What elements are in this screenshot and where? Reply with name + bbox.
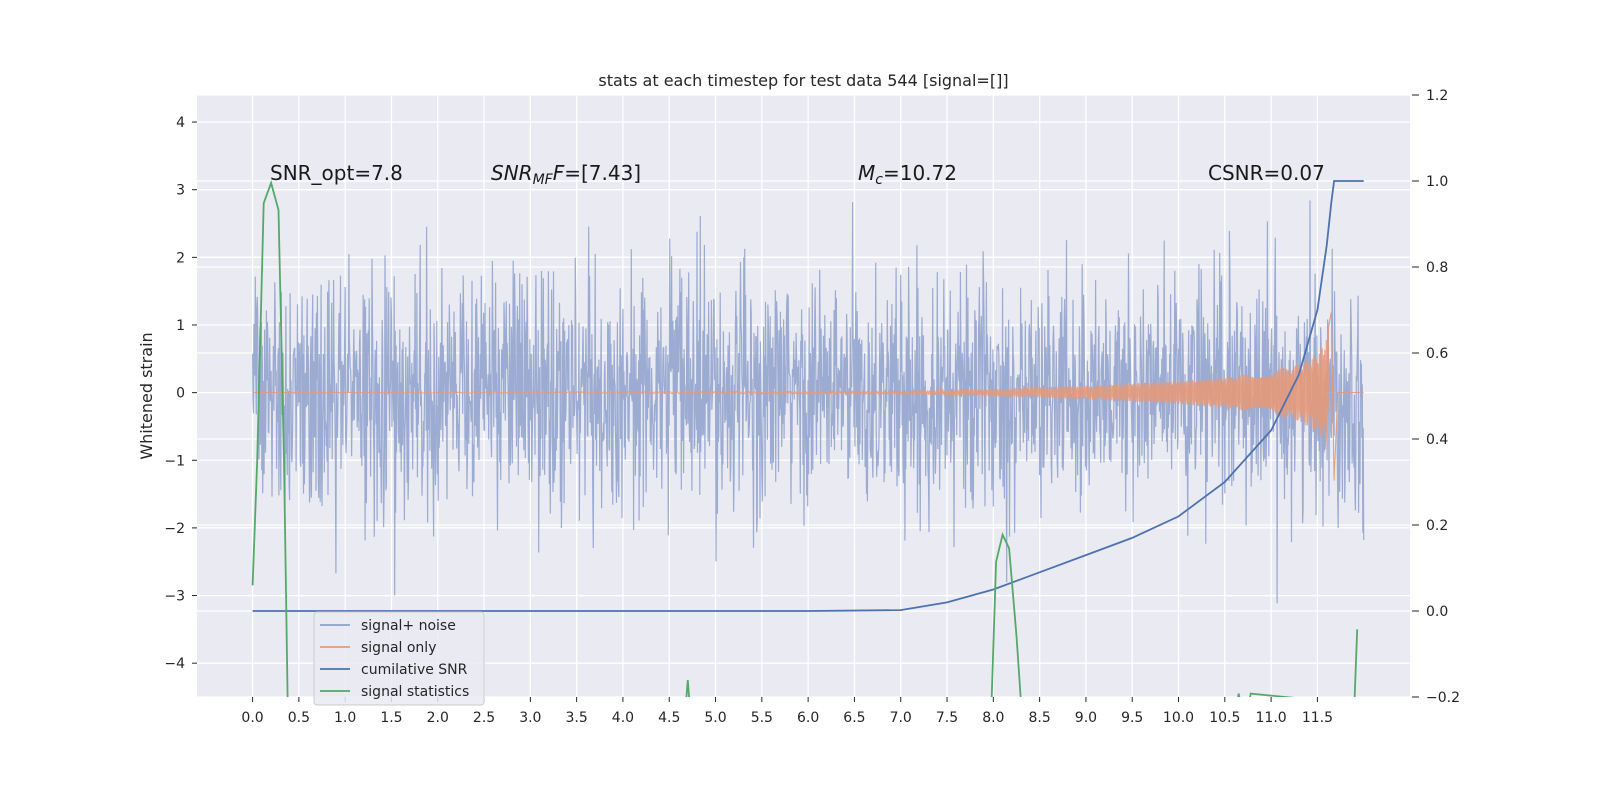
y-tick-label: 4 bbox=[176, 115, 185, 131]
x-tick-label: 3.0 bbox=[519, 710, 541, 726]
annotation-snr-mf-suffix: =[7.43] bbox=[564, 161, 641, 185]
y-tick-label: −1 bbox=[164, 453, 185, 469]
y-tick-label: 1 bbox=[176, 318, 185, 334]
series-layer bbox=[251, 179, 1365, 697]
annotation-mc-prefix: M bbox=[858, 161, 875, 185]
x-tick-label: 1.5 bbox=[380, 710, 402, 726]
y2-tick-label: 1.0 bbox=[1426, 174, 1448, 190]
x-tick-label: 3.5 bbox=[566, 710, 588, 726]
x-tick-label: 8.0 bbox=[982, 710, 1004, 726]
x-tick-label: 1.0 bbox=[334, 710, 356, 726]
y-tick-label: −2 bbox=[164, 521, 185, 537]
series-signal-only bbox=[252, 312, 1364, 481]
y-tick-label: 2 bbox=[176, 250, 185, 266]
y2-axis-ticks: −0.2 0.0 0.2 0.4 0.6 0.8 1.0 1.2 bbox=[1412, 88, 1460, 706]
series-cumulative-snr bbox=[252, 180, 1364, 612]
y-tick-label: 0 bbox=[176, 386, 185, 402]
x-tick-label: 11.0 bbox=[1256, 710, 1287, 726]
x-tick-label: 9.5 bbox=[1121, 710, 1143, 726]
y-tick-label: 3 bbox=[176, 183, 185, 199]
x-tick-label: 0.5 bbox=[288, 710, 310, 726]
y-axis-label: Whitened strain bbox=[137, 332, 156, 459]
legend: signal+ noise signal only cumilative SNR si… bbox=[313, 611, 485, 706]
annotation-mc: Mc=10.72 bbox=[858, 161, 957, 188]
y2-tick-label: 0.0 bbox=[1426, 604, 1448, 620]
annotation-snr-opt: SNR_opt=7.8 bbox=[270, 161, 403, 185]
x-tick-label: 4.5 bbox=[658, 710, 680, 726]
series-signal-noise bbox=[252, 200, 1365, 604]
y-axis-ticks: −4 −3 −2 −1 0 1 2 3 4 bbox=[164, 115, 197, 672]
x-tick-label: 6.0 bbox=[797, 710, 819, 726]
x-tick-label: 2.0 bbox=[427, 710, 449, 726]
x-tick-label: 10.5 bbox=[1209, 710, 1240, 726]
x-tick-label: 8.5 bbox=[1028, 710, 1050, 726]
series-clip-group bbox=[251, 179, 1365, 697]
y2-tick-label: 0.4 bbox=[1426, 432, 1448, 448]
annotation-mc-sub: c bbox=[875, 172, 883, 188]
x-tick-label: 0.0 bbox=[241, 710, 263, 726]
legend-label: cumilative SNR bbox=[361, 662, 468, 678]
annotation-mc-suffix: =10.72 bbox=[883, 161, 957, 185]
legend-label: signal only bbox=[361, 640, 436, 656]
x-tick-label: 7.5 bbox=[936, 710, 958, 726]
y2-tick-label: 0.2 bbox=[1426, 518, 1448, 534]
legend-box bbox=[313, 611, 485, 706]
x-tick-label: 10.0 bbox=[1163, 710, 1194, 726]
legend-label: signal+ noise bbox=[361, 618, 456, 634]
x-tick-label: 5.0 bbox=[704, 710, 726, 726]
legend-label: signal statistics bbox=[361, 684, 469, 700]
y2-tick-label: 0.8 bbox=[1426, 260, 1448, 276]
chart-title: stats at each timestep for test data 544… bbox=[598, 71, 1008, 90]
y2-tick-label: 0.6 bbox=[1426, 346, 1448, 362]
annotation-snr-mf-f: F bbox=[553, 161, 565, 185]
x-tick-label: 7.0 bbox=[890, 710, 912, 726]
y2-tick-label: 1.2 bbox=[1426, 88, 1448, 104]
annotation-snr-mf-sub: MF bbox=[533, 172, 554, 188]
annotation-snr-mf-prefix: SNR bbox=[491, 161, 533, 185]
y-tick-label: −4 bbox=[164, 656, 185, 672]
x-axis-ticks: 0.0 0.5 1.0 1.5 2.0 2.5 3.0 3.5 4.0 4.5 5.0 5.5 6.0 6… bbox=[241, 697, 1333, 726]
y-tick-label: −3 bbox=[164, 589, 185, 605]
x-tick-label: 4.0 bbox=[612, 710, 634, 726]
x-tick-label: 2.5 bbox=[473, 710, 495, 726]
y2-tick-label: −0.2 bbox=[1426, 690, 1460, 706]
annotation-snr-mf: SNRMFF=[7.43] bbox=[491, 161, 641, 188]
x-tick-label: 11.5 bbox=[1302, 710, 1333, 726]
x-tick-label: 5.5 bbox=[751, 710, 773, 726]
x-tick-label: 9.0 bbox=[1075, 710, 1097, 726]
annotation-csnr: CSNR=0.07 bbox=[1208, 161, 1325, 185]
series-signal-statistics bbox=[251, 179, 1359, 697]
x-tick-label: 6.5 bbox=[843, 710, 865, 726]
